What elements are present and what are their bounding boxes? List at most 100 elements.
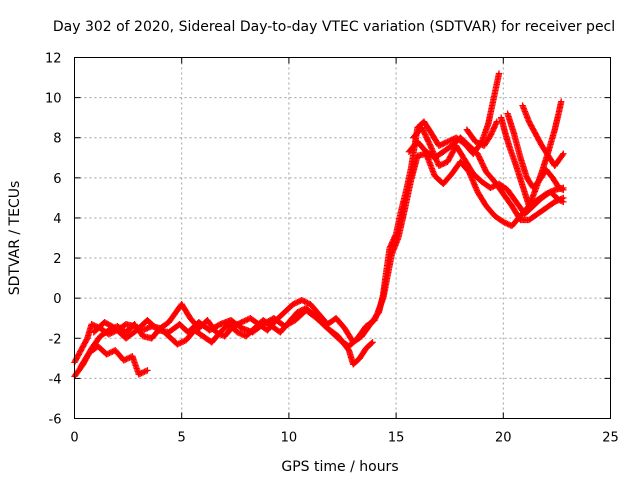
data-point-marker [555,196,563,204]
data-point-marker [435,142,443,149]
data-point-marker [299,297,307,305]
x-tick-label: 5 [178,431,186,446]
data-point-marker [495,70,503,77]
x-tick-label: 15 [388,431,405,446]
data-point-marker [437,141,444,149]
y-tick-label: 12 [45,52,62,67]
data-point-marker [122,356,129,363]
data-point-marker [138,369,145,377]
data-point-marker [237,330,244,337]
data-point-marker [441,139,448,147]
data-point-marker [554,197,561,204]
data-point-marker [234,329,241,336]
x-tick-label: 10 [281,431,298,446]
data-point-marker [304,299,311,307]
data-point-marker [175,340,183,347]
x-tick-label: 0 [70,431,78,446]
x-axis-label: GPS time / hours [281,459,398,475]
data-point-marker [438,161,446,168]
data-point-marker [291,300,298,307]
data-point-marker [488,183,496,191]
data-point-marker [555,184,563,192]
series-track-3 [77,343,151,378]
data-point-marker [123,355,130,363]
data-point-marker [426,141,433,148]
data-point-marker [560,194,567,202]
data-point-marker [88,321,95,328]
data-point-marker [493,118,501,125]
data-point-marker [142,325,150,333]
plot-frame [74,57,611,419]
data-point-marker [238,319,245,326]
data-point-marker [294,298,301,306]
data-point-marker [551,198,558,206]
data-point-marker [174,341,181,348]
y-tick-label: -4 [49,372,62,387]
data-point-marker [445,137,453,145]
data-point-marker [289,300,297,308]
data-point-marker [179,338,187,345]
data-point-marker [238,331,245,338]
data-point-marker [105,327,113,334]
data-point-marker [137,370,144,377]
data-point-marker [504,220,511,228]
y-tick-label: 4 [53,212,61,227]
data-point-marker [447,137,454,144]
data-point-marker [141,326,148,333]
data-point-marker [369,339,376,346]
data-point-marker [104,350,112,357]
x-tick-label: 25 [602,431,619,446]
data-point-marker [368,340,375,347]
series-track-4 [90,307,376,368]
data-point-marker [242,317,250,324]
data-point-marker [442,139,450,146]
data-point-marker [558,185,566,193]
series-track-7 [497,98,565,210]
data-point-marker [502,220,510,227]
data-point-marker [298,296,305,304]
data-point-marker [107,349,115,356]
data-point-marker [444,138,451,145]
data-point-marker [144,325,151,332]
data-point-marker [560,186,567,194]
data-point-marker [435,162,443,169]
data-point-marker [292,299,300,307]
data-point-marker [178,339,185,346]
data-point-marker [295,298,303,305]
data-point-marker [294,309,301,316]
data-point-marker [557,98,565,105]
y-tick-label: -2 [49,332,62,347]
data-point-marker [139,369,147,376]
series-track-10 [463,118,501,149]
data-point-marker [440,160,447,167]
data-point-marker [559,151,566,159]
data-point-marker [501,219,508,226]
data-point-marker [241,317,248,325]
data-point-marker [301,298,308,305]
data-point-marker [302,298,310,306]
data-point-marker [135,371,143,378]
data-point-marker [557,185,564,192]
data-point-marker [500,218,507,226]
data-point-marker [141,368,148,375]
x-tick-label: 20 [495,431,512,446]
data-point-marker [235,329,243,337]
data-point-marker [448,136,456,143]
y-axis-label: SDTVAR / TECUs [7,181,23,296]
data-point-marker [120,357,128,364]
y-tick-label: 0 [53,292,61,307]
series-track-6 [405,134,567,224]
y-tick-label: 8 [53,132,61,147]
data-point-marker [144,367,151,374]
data-point-marker [487,184,494,192]
data-point-marker [103,351,110,358]
y-tick-label: 10 [45,92,62,107]
data-point-marker [145,324,153,331]
data-point-marker [177,339,184,347]
data-point-marker [89,321,97,329]
data-point-marker [558,195,566,202]
data-point-marker [438,141,446,148]
data-point-marker [441,159,448,167]
